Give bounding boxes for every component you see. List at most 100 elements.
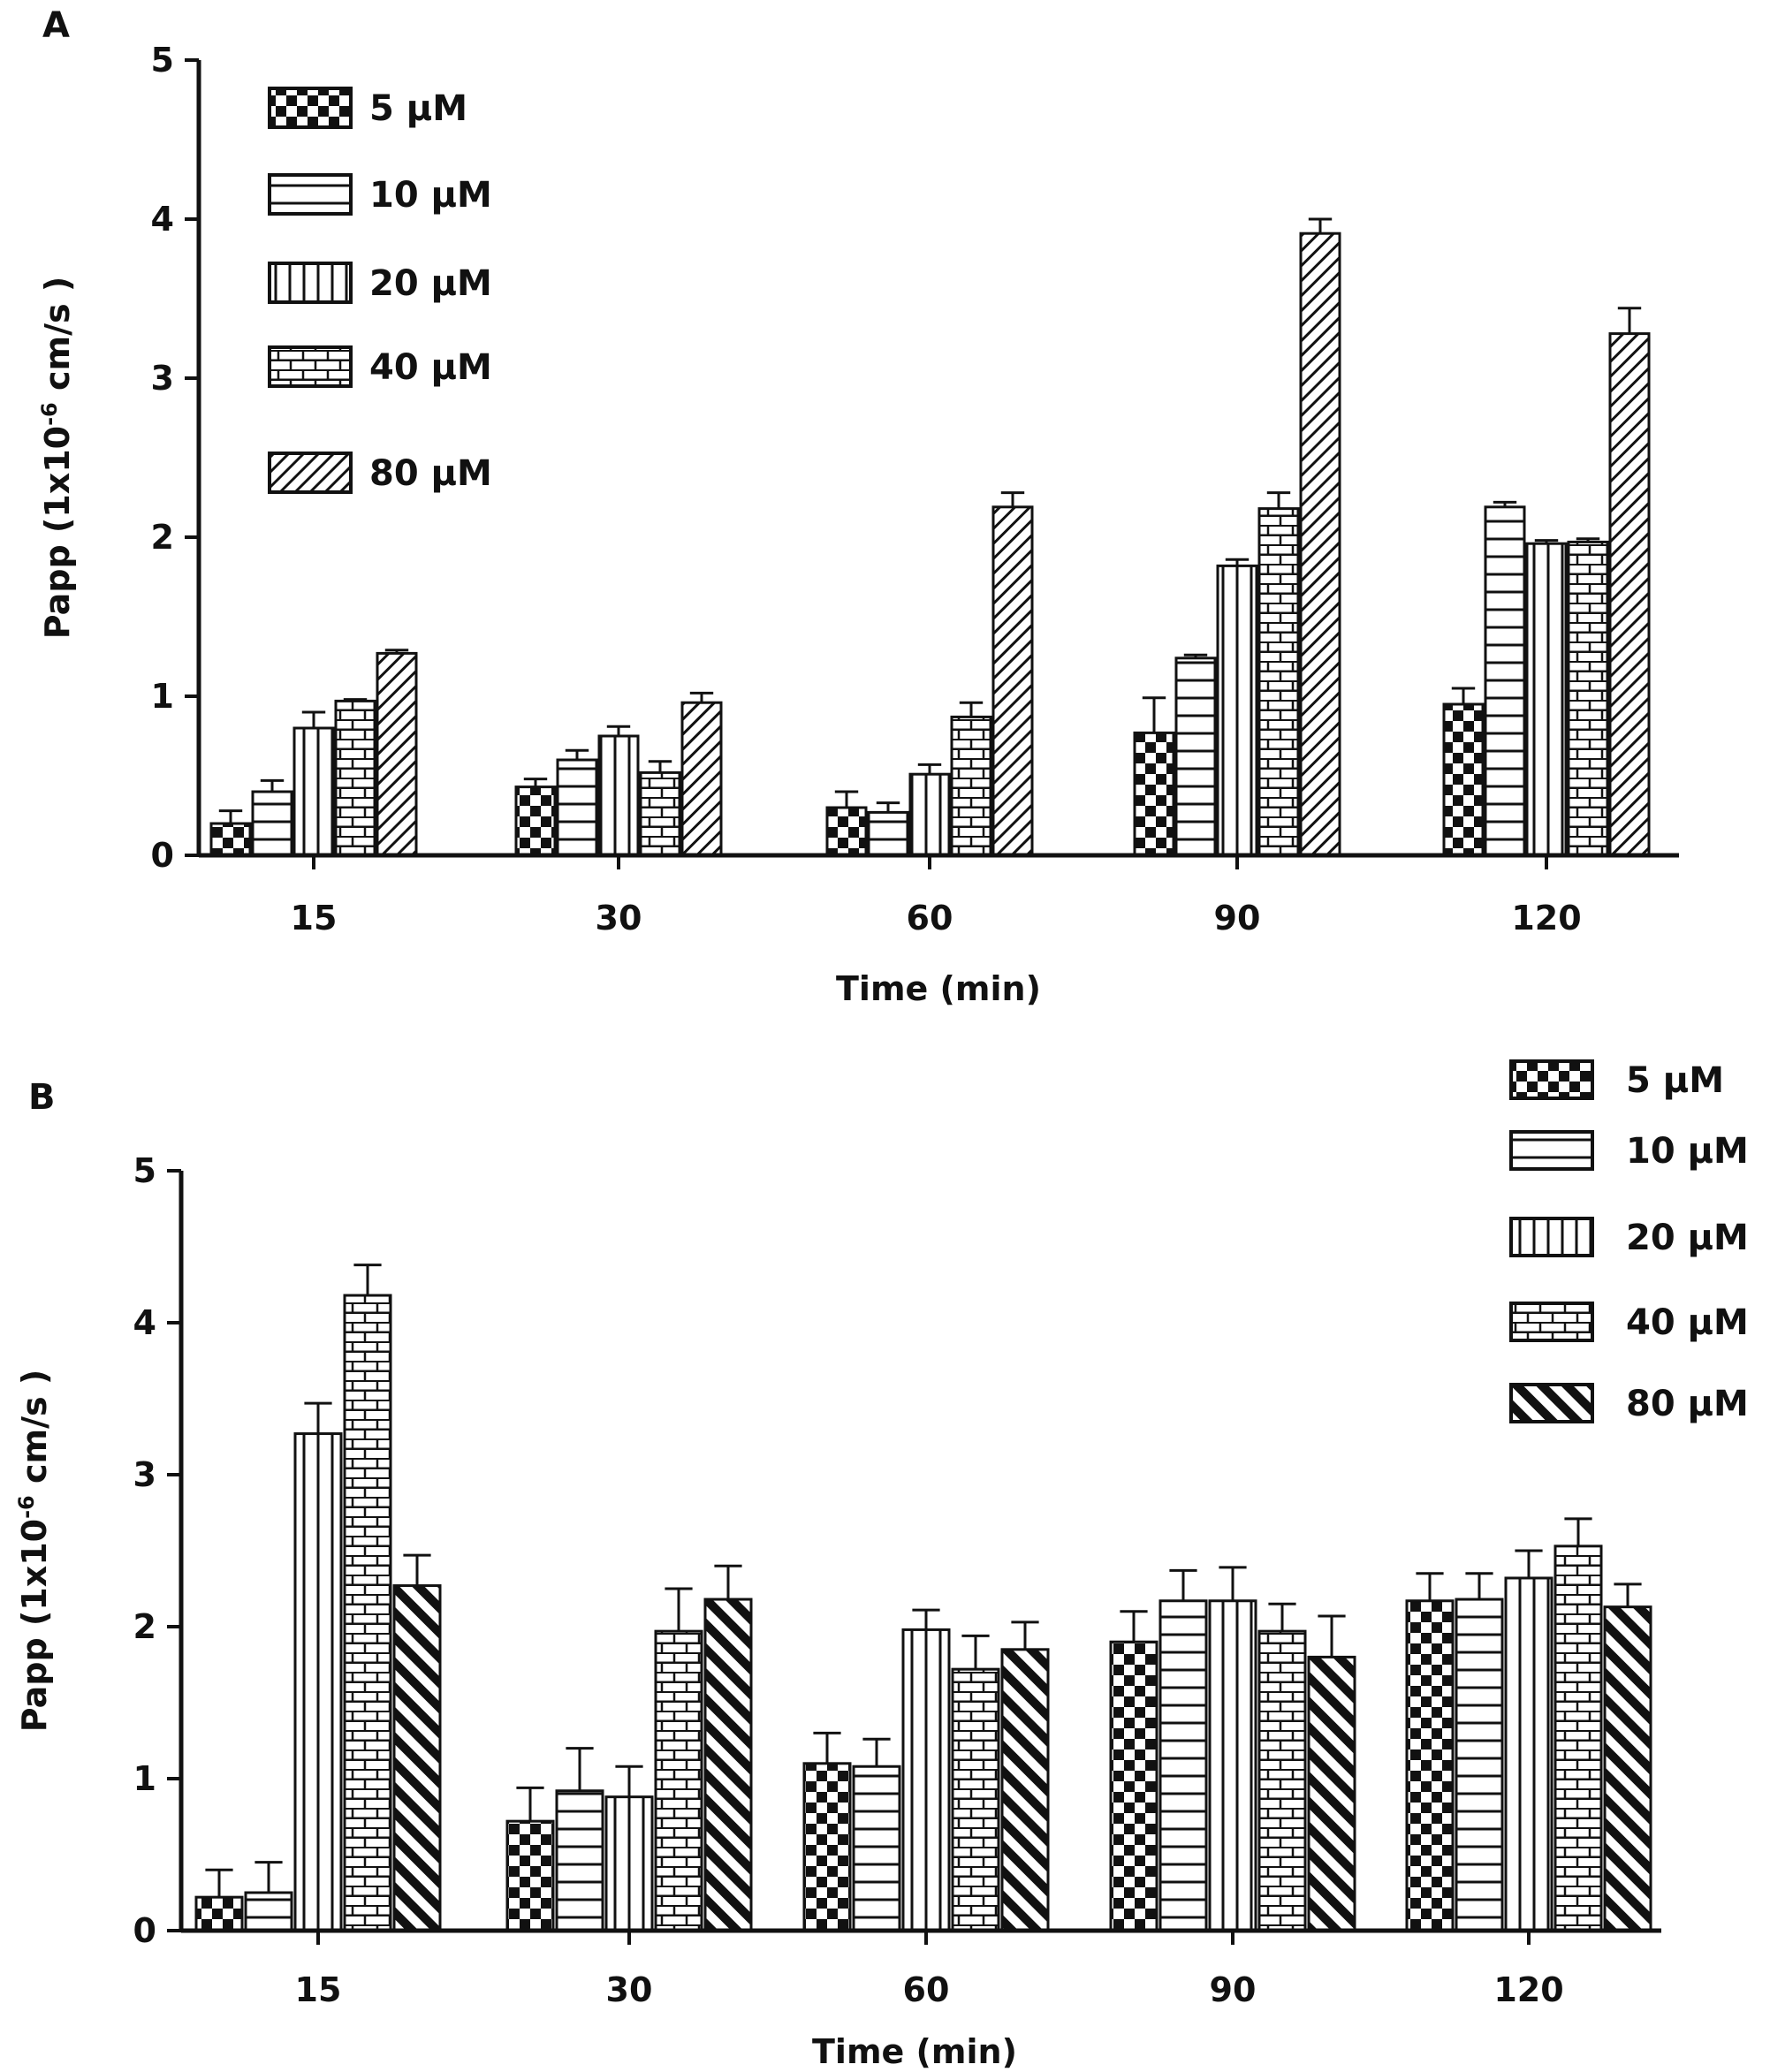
bar-b-t15-s1 xyxy=(194,1895,244,1932)
x-tick-label-a-60: 60 xyxy=(907,899,953,937)
legend-a: 5 μM 10 μM 20 μM 40 μM 80 μM xyxy=(268,87,492,494)
y-axis-title-main-b: Papp (1x10 xyxy=(15,1519,54,1732)
bar-a-t120-s5 xyxy=(1608,332,1651,857)
x-tick-label-a-90: 90 xyxy=(1214,899,1261,937)
x-axis-title-b: Time (min) xyxy=(812,2032,1017,2071)
bar-a-t120-s4 xyxy=(1567,540,1609,857)
bar-a-t30-s5 xyxy=(680,701,723,857)
bar-b-t60-s1 xyxy=(802,1762,852,1932)
legend-label-b-s4: 40 μM xyxy=(1626,1302,1749,1343)
legend-swatch-b-s3 xyxy=(1509,1217,1594,1257)
y-tick-label-a-3: 3 xyxy=(151,359,174,398)
y-tick-label-b-0: 0 xyxy=(133,1911,156,1950)
bar-a-t120-s1 xyxy=(1442,702,1485,857)
y-tick-label-b-1: 1 xyxy=(133,1759,156,1798)
bar-b-t60-s2 xyxy=(852,1765,901,1932)
chart-panel-b: 0 1 2 3 4 5 15 30 60 90 120 Time (min) Papp (1x10-6 … xyxy=(14,1059,1749,2071)
legend-swatch-a-s4 xyxy=(268,345,353,388)
bar-a-t15-s1 xyxy=(209,822,252,857)
legend-label-a-s2: 10 μM xyxy=(369,175,492,216)
y-axis-title-superscript-b: -6 xyxy=(14,1495,39,1519)
y-tick-label-b-3: 3 xyxy=(133,1455,156,1494)
bar-b-t30-s1 xyxy=(505,1819,555,1932)
bar-b-t15-s4 xyxy=(343,1294,392,1932)
y-axis-title-main-a: Papp (1x10 xyxy=(38,426,77,639)
bar-b-t120-s1 xyxy=(1405,1599,1455,1932)
bar-a-t90-s3 xyxy=(1216,564,1258,857)
y-tick-label-a-5: 5 xyxy=(151,41,174,80)
bar-a-t60-s4 xyxy=(950,715,992,857)
legend-label-b-s5: 80 μM xyxy=(1626,1384,1749,1424)
legend-swatch-a-s3 xyxy=(268,262,353,304)
bar-a-t30-s2 xyxy=(556,758,598,857)
bar-b-t90-s3 xyxy=(1208,1599,1257,1932)
bar-b-t120-s5 xyxy=(1603,1605,1652,1932)
bar-a-t60-s1 xyxy=(825,806,868,857)
bar-b-t120-s2 xyxy=(1455,1598,1504,1932)
legend-label-a-s3: 20 μM xyxy=(369,263,492,304)
legend-b: 5 μM 10 μM 20 μM 40 μM 80 μM xyxy=(1509,1059,1749,1424)
bar-b-t90-s5 xyxy=(1307,1655,1356,1932)
y-tick-label-b-5: 5 xyxy=(133,1151,156,1190)
x-tick-label-a-120: 120 xyxy=(1511,899,1581,937)
bar-a-t60-s2 xyxy=(867,810,909,857)
x-tick-label-b-120: 120 xyxy=(1493,1970,1563,2009)
bar-a-t15-s4 xyxy=(334,699,376,857)
bar-a-t90-s1 xyxy=(1133,731,1175,857)
y-axis-title-b: Papp (1x10-6 cm/s ) xyxy=(14,1370,54,1732)
legend-swatch-a-s5 xyxy=(268,452,353,494)
legend-label-b-s2: 10 μM xyxy=(1626,1131,1749,1172)
legend-swatch-b-s5 xyxy=(1509,1383,1594,1423)
bar-b-t90-s2 xyxy=(1158,1599,1208,1932)
x-tick-label-b-60: 60 xyxy=(903,1970,950,2009)
panel-label-b: B xyxy=(28,1077,56,1118)
bar-b-t15-s3 xyxy=(293,1432,343,1932)
y-tick-label-a-2: 2 xyxy=(151,518,174,557)
y-tick-label-a-1: 1 xyxy=(151,677,174,716)
bar-a-t30-s4 xyxy=(639,770,681,857)
chart-panel-a: 0 1 2 3 4 5 15 30 60 90 120 Time (min) Papp (1x10-6 … xyxy=(37,41,1679,1008)
x-tick-label-b-90: 90 xyxy=(1210,1970,1257,2009)
legend-swatch-a-s2 xyxy=(268,173,353,216)
y-axis-title-suffix-b: cm/s ) xyxy=(15,1370,54,1495)
bar-b-t30-s4 xyxy=(654,1629,703,1932)
bar-b-t60-s3 xyxy=(901,1628,951,1932)
bar-a-t60-s5 xyxy=(991,505,1034,857)
bar-b-t90-s1 xyxy=(1109,1640,1158,1932)
y-tick-label-a-4: 4 xyxy=(151,200,174,239)
legend-label-b-s3: 20 μM xyxy=(1626,1218,1749,1258)
bar-a-t15-s3 xyxy=(292,726,335,857)
y-tick-label-b-2: 2 xyxy=(133,1607,156,1646)
bar-a-t30-s1 xyxy=(514,786,557,857)
y-tick-label-b-4: 4 xyxy=(133,1303,156,1342)
bar-b-t30-s3 xyxy=(604,1795,654,1932)
bar-b-t30-s2 xyxy=(555,1789,604,1932)
x-axis-title-a: Time (min) xyxy=(836,969,1041,1008)
legend-swatch-b-s1 xyxy=(1509,1059,1594,1100)
bar-b-t120-s4 xyxy=(1553,1545,1603,1932)
y-tick-label-a-0: 0 xyxy=(151,836,174,875)
x-tick-label-a-30: 30 xyxy=(596,899,642,937)
legend-swatch-b-s4 xyxy=(1509,1302,1594,1342)
legend-label-a-s4: 40 μM xyxy=(369,347,492,388)
bar-b-t60-s4 xyxy=(951,1667,1000,1932)
bar-b-t120-s3 xyxy=(1504,1576,1553,1932)
bar-a-t90-s2 xyxy=(1174,657,1217,857)
bar-a-t15-s2 xyxy=(251,790,293,857)
bar-b-t15-s2 xyxy=(244,1891,293,1932)
bar-b-t30-s5 xyxy=(703,1598,753,1932)
y-axis-title-suffix-a: cm/s ) xyxy=(38,277,77,402)
y-axis-title-a: Papp (1x10-6 cm/s ) xyxy=(37,277,77,639)
bar-a-t90-s4 xyxy=(1257,507,1300,857)
panel-label-a: A xyxy=(42,5,70,46)
bar-a-t120-s2 xyxy=(1484,505,1526,857)
bar-a-t15-s5 xyxy=(376,651,418,857)
legend-label-a-s5: 80 μM xyxy=(369,453,492,494)
bar-b-t15-s5 xyxy=(392,1584,442,1932)
bar-b-t60-s5 xyxy=(1000,1648,1050,1932)
bar-a-t30-s3 xyxy=(597,734,640,857)
x-tick-label-a-15: 15 xyxy=(291,899,338,937)
bar-b-t90-s4 xyxy=(1257,1629,1307,1932)
bar-a-t60-s3 xyxy=(908,772,951,857)
